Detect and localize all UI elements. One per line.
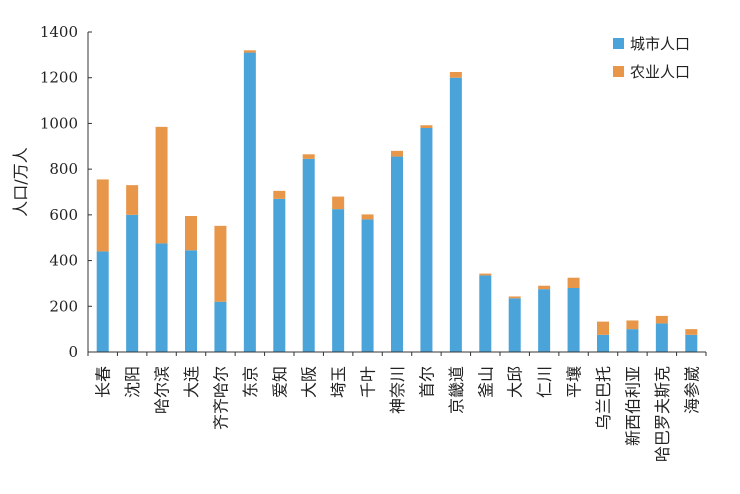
bar-agri-5 bbox=[243, 50, 256, 53]
bar-urban-10 bbox=[391, 156, 403, 352]
x-category-label: 神奈川 bbox=[388, 366, 407, 414]
bar-urban-11 bbox=[420, 128, 433, 352]
x-category-label: 哈尔滨 bbox=[153, 366, 172, 414]
y-tick-label: 200 bbox=[49, 297, 78, 315]
x-category-label: 东京 bbox=[241, 366, 260, 398]
y-tick-label: 600 bbox=[49, 206, 78, 224]
legend-swatch-0 bbox=[613, 38, 624, 49]
bar-agri-10 bbox=[391, 150, 403, 157]
bars-layer bbox=[96, 50, 698, 353]
axes-layer bbox=[87, 31, 707, 356]
x-category-label: 京畿道 bbox=[447, 366, 466, 414]
bar-agri-6 bbox=[273, 190, 286, 199]
x-category-label: 埼玉 bbox=[329, 366, 348, 398]
x-category-label: 爱知 bbox=[270, 366, 289, 398]
x-category-label: 平壤 bbox=[565, 366, 584, 398]
bar-agri-13 bbox=[479, 273, 492, 276]
x-category-label: 长春 bbox=[94, 366, 113, 398]
y-tick-label: 1000 bbox=[40, 114, 78, 132]
y-tick-label: 1400 bbox=[40, 23, 78, 41]
bar-urban-0 bbox=[96, 251, 109, 352]
bar-urban-16 bbox=[567, 288, 580, 352]
bar-urban-20 bbox=[685, 334, 698, 352]
bar-urban-8 bbox=[332, 209, 345, 352]
bar-agri-3 bbox=[185, 216, 197, 251]
y-tick-label: 1200 bbox=[40, 69, 78, 87]
x-category-label: 大邱 bbox=[506, 366, 525, 398]
bar-urban-18 bbox=[626, 329, 639, 352]
bar-agri-4 bbox=[214, 225, 227, 302]
x-category-label: 仁川 bbox=[535, 366, 554, 398]
x-category-label: 乌兰巴托 bbox=[594, 366, 613, 430]
bar-agri-20 bbox=[685, 329, 698, 335]
x-category-label: 齐齐哈尔 bbox=[211, 366, 230, 430]
y-tick-label: 0 bbox=[68, 343, 78, 361]
bar-agri-17 bbox=[597, 321, 609, 335]
bar-agri-7 bbox=[302, 154, 315, 159]
bar-agri-0 bbox=[96, 179, 109, 252]
bar-agri-1 bbox=[126, 185, 139, 215]
y-axis-label: 人口/万人 bbox=[11, 147, 30, 216]
x-category-label: 大阪 bbox=[300, 366, 319, 398]
bar-urban-17 bbox=[597, 334, 609, 352]
x-category-label: 海参崴 bbox=[682, 366, 701, 414]
y-tick-label: 800 bbox=[49, 160, 78, 178]
bar-urban-19 bbox=[655, 323, 668, 352]
bar-agri-11 bbox=[420, 125, 433, 128]
bar-urban-4 bbox=[214, 301, 227, 352]
x-category-labels: 长春 沈阳 哈尔滨 大连 齐齐哈尔 东京 爱知 大阪 埼玉 千叶 神奈川 首尔 京畿道 釜山 大邱 仁川 平壤乌… bbox=[94, 366, 702, 462]
y-tick-labels: 0 200 400 600 800 1000 1200 1400 bbox=[40, 23, 78, 361]
bar-agri-2 bbox=[155, 126, 168, 244]
bar-urban-15 bbox=[538, 289, 551, 352]
bar-urban-7 bbox=[302, 158, 315, 352]
bar-urban-2 bbox=[155, 243, 168, 352]
legend-label-0: 城市人口 bbox=[630, 35, 690, 53]
bar-urban-9 bbox=[361, 219, 374, 352]
x-category-label: 大连 bbox=[182, 366, 201, 398]
bar-agri-12 bbox=[449, 72, 462, 78]
x-category-label: 千叶 bbox=[359, 366, 378, 398]
bar-agri-9 bbox=[361, 214, 374, 220]
bar-urban-12 bbox=[449, 77, 462, 353]
y-tick-label: 400 bbox=[49, 252, 78, 270]
bar-urban-5 bbox=[243, 52, 256, 352]
bar-urban-3 bbox=[185, 250, 197, 352]
x-category-label: 新西伯利亚 bbox=[623, 366, 642, 446]
bar-agri-18 bbox=[626, 320, 639, 330]
x-category-label: 哈巴罗夫斯克 bbox=[653, 366, 672, 462]
x-category-label: 沈阳 bbox=[123, 366, 142, 398]
bar-urban-14 bbox=[508, 298, 521, 352]
bar-urban-6 bbox=[273, 198, 286, 352]
bar-agri-19 bbox=[655, 315, 668, 324]
bar-urban-13 bbox=[479, 275, 492, 352]
x-category-label: 釜山 bbox=[476, 366, 495, 398]
legend-swatch-1 bbox=[613, 66, 624, 77]
bar-agri-15 bbox=[538, 285, 551, 290]
bar-agri-14 bbox=[508, 296, 521, 299]
x-category-label: 首尔 bbox=[417, 366, 436, 398]
legend-label-1: 农业人口 bbox=[630, 63, 690, 81]
bar-agri-8 bbox=[332, 196, 345, 210]
bar-agri-16 bbox=[567, 277, 580, 288]
bar-urban-1 bbox=[126, 214, 139, 352]
